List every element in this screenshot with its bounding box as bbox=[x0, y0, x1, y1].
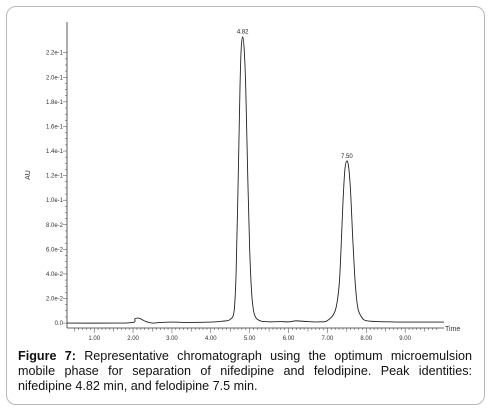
axes bbox=[66, 22, 444, 329]
y-tick-label: 1.8e-1 bbox=[46, 100, 64, 106]
x-tick-label: 3.00 bbox=[166, 336, 178, 342]
chromatogram-chart: 1.00 2.00 3.00 4.00 5.00 6.00 7.00 8.00 9.00 0.0 2… bbox=[25, 22, 460, 342]
figure-caption: Figure 7: Representative chromatograph u… bbox=[18, 349, 472, 394]
ticks: 1.00 2.00 3.00 4.00 5.00 6.00 7.00 8.00 9.00 0.0 2… bbox=[46, 51, 437, 342]
y-tick-label: 1.0e-1 bbox=[46, 198, 64, 204]
x-tick-label: 1.00 bbox=[88, 336, 100, 342]
y-tick-label: 1.4e-1 bbox=[46, 149, 64, 155]
x-axis-title: Time bbox=[445, 326, 460, 333]
x-tick-label: 2.00 bbox=[127, 336, 139, 342]
x-tick-label: 7.00 bbox=[322, 336, 334, 342]
y-tick-label: 8.0e-2 bbox=[46, 223, 64, 229]
y-tick-label: 0.0 bbox=[55, 321, 64, 327]
y-tick-label: 1.6e-1 bbox=[46, 124, 64, 130]
x-tick-label: 6.00 bbox=[283, 336, 295, 342]
x-tick-label: 4.00 bbox=[205, 336, 217, 342]
y-tick-label: 6.0e-2 bbox=[46, 247, 64, 253]
peak-label: 4.82 bbox=[237, 30, 249, 36]
x-tick-label: 8.00 bbox=[360, 336, 372, 342]
y-tick-label: 2.0e-1 bbox=[46, 75, 64, 81]
y-tick-label: 4.0e-2 bbox=[46, 272, 64, 278]
x-tick-label: 9.00 bbox=[399, 336, 411, 342]
x-tick-label: 5.00 bbox=[244, 336, 256, 342]
peak-label: 7.50 bbox=[341, 154, 353, 160]
chromatogram-trace bbox=[66, 36, 444, 324]
y-axis-title: AU bbox=[25, 170, 32, 180]
y-tick-label: 2.2e-1 bbox=[46, 51, 64, 57]
caption-text: Representative chromatograph using the o… bbox=[18, 349, 473, 393]
caption-label: Figure 7: bbox=[18, 349, 76, 363]
y-tick-label: 1.2e-1 bbox=[46, 174, 64, 180]
y-tick-label: 2.0e-2 bbox=[46, 297, 64, 303]
chart-labels: AU Time 4.82 7.50 bbox=[25, 30, 460, 333]
